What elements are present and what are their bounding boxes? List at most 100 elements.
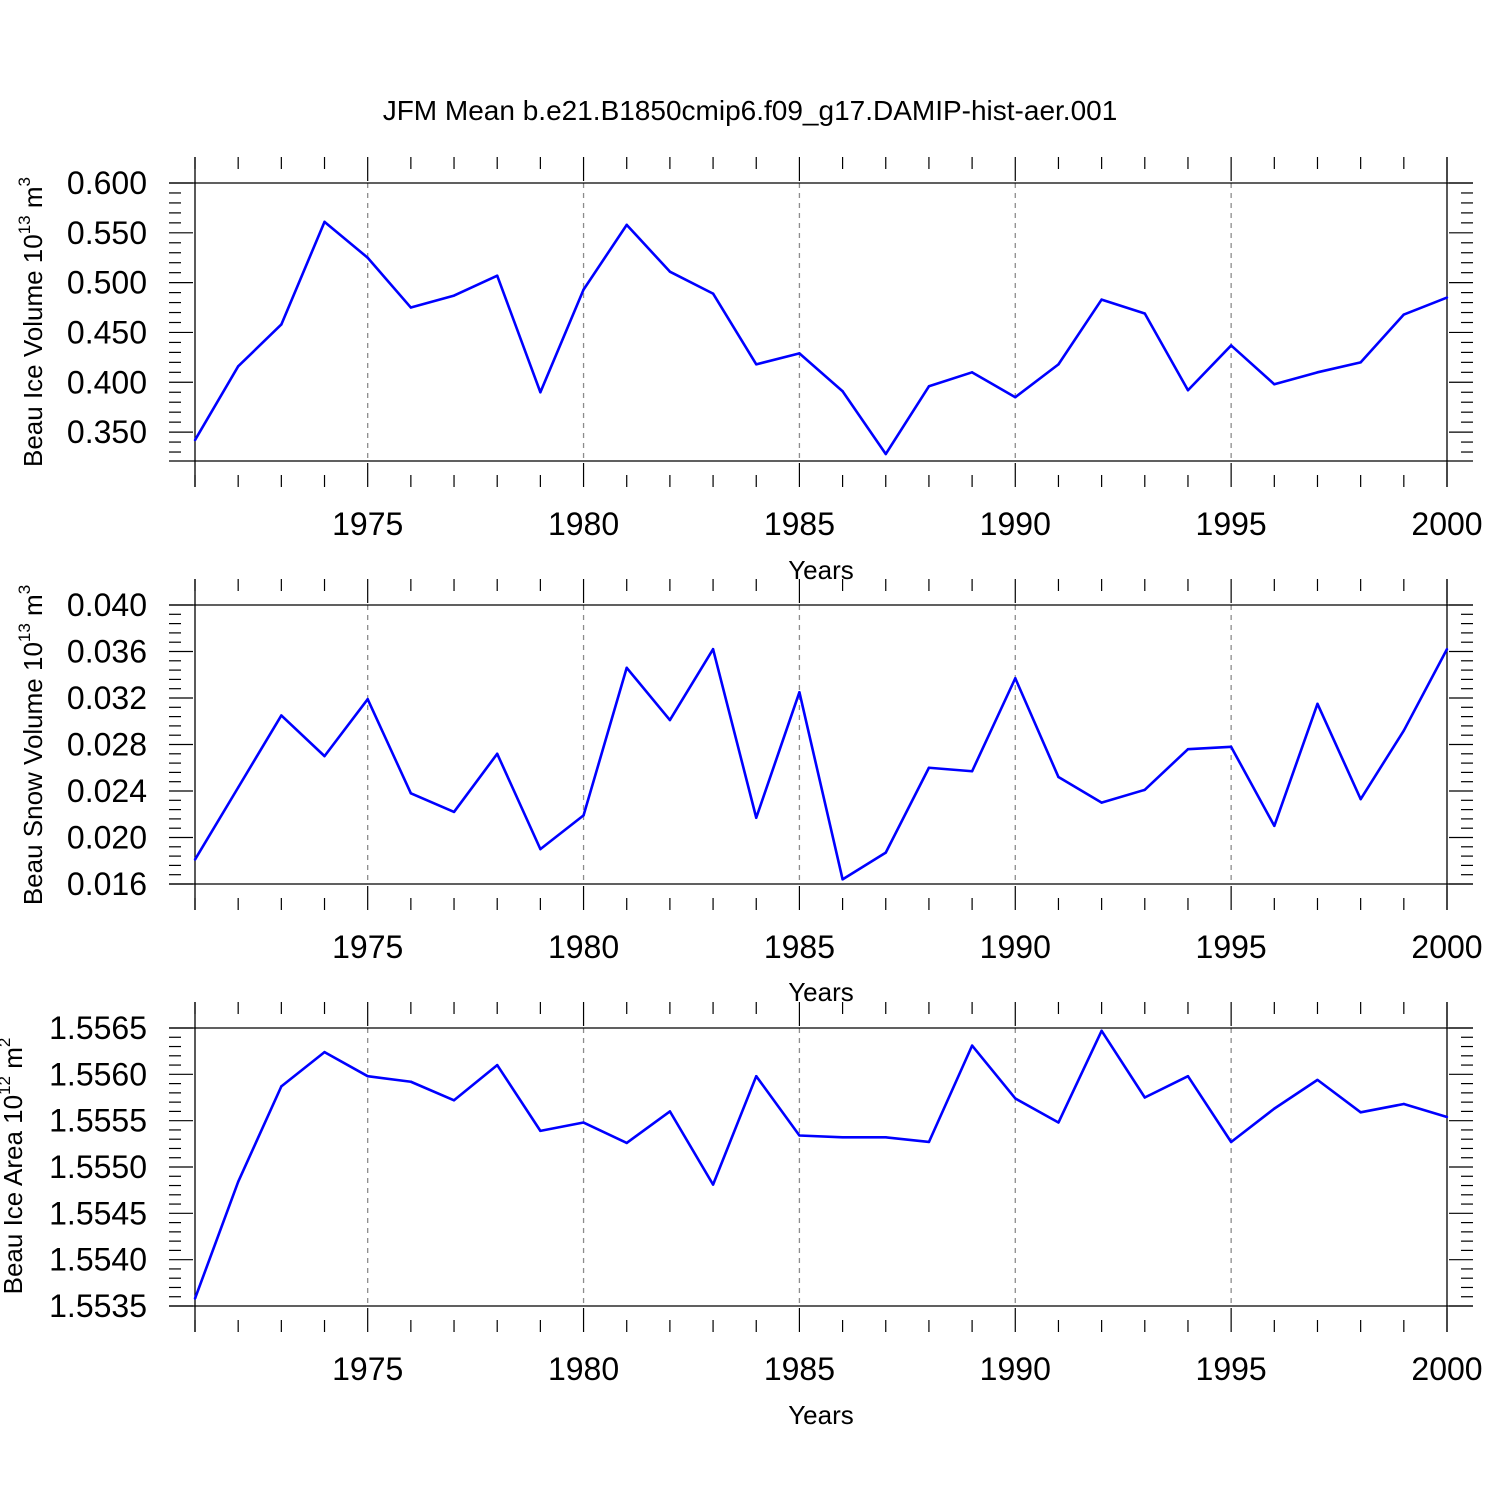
x-tick-label-1985: 1985 — [764, 506, 835, 542]
xlabel-snow-volume: Years — [788, 977, 854, 1007]
data-point-snow-volume-1982 — [668, 718, 672, 722]
data-point-ice-volume-1971 — [193, 438, 197, 442]
xlabel-ice-volume: Years — [788, 555, 854, 585]
data-point-ice-volume-1998 — [1359, 361, 1362, 364]
x-tick-label-1985: 1985 — [764, 929, 835, 965]
data-point-ice-volume-1994 — [1186, 389, 1190, 392]
data-point-ice-area-1994 — [1186, 1074, 1190, 1078]
data-point-ice-area-1987 — [884, 1136, 887, 1139]
data-point-snow-volume-1993 — [1143, 788, 1146, 792]
data-point-ice-volume-1982 — [668, 270, 672, 273]
x-tick-label-1975: 1975 — [332, 506, 403, 542]
data-point-ice-volume-1983 — [711, 292, 715, 295]
data-point-ice-volume-1981 — [625, 223, 628, 227]
y-tick-label-0.600: 0.600 — [67, 165, 147, 201]
data-point-ice-volume-1988 — [927, 385, 931, 388]
data-point-ice-volume-1990 — [1014, 396, 1017, 399]
data-point-ice-area-1981 — [625, 1141, 628, 1145]
data-point-ice-volume-1975 — [366, 256, 369, 259]
data-point-snow-volume-1977 — [452, 810, 456, 814]
data-point-ice-volume-1979 — [539, 391, 542, 394]
data-point-ice-area-1993 — [1143, 1096, 1146, 1099]
series-line-ice-volume — [193, 220, 1448, 456]
data-point-snow-volume-1971 — [193, 858, 197, 861]
y-tick-label-1.5555: 1.5555 — [49, 1103, 147, 1139]
y-tick-label-0.024: 0.024 — [67, 773, 147, 809]
data-point-ice-area-1995 — [1229, 1140, 1233, 1144]
x-tick-label-1985: 1985 — [764, 1351, 835, 1387]
data-point-snow-volume-1983 — [711, 647, 715, 651]
data-point-ice-area-1990 — [1014, 1097, 1017, 1100]
data-point-snow-volume-1989 — [970, 770, 974, 773]
data-point-snow-volume-1981 — [625, 666, 628, 669]
x-tick-label-2000: 2000 — [1411, 1351, 1482, 1387]
x-tick-label-1975: 1975 — [332, 929, 403, 965]
data-point-ice-area-1972 — [236, 1180, 240, 1184]
x-tick-label-1980: 1980 — [548, 1351, 619, 1387]
y-tick-label-0.040: 0.040 — [67, 587, 147, 623]
x-tick-label-1990: 1990 — [980, 506, 1051, 542]
data-point-ice-volume-1993 — [1143, 312, 1146, 315]
ylabel-snow-volume: Beau Snow Volume 1013 m3 — [15, 585, 48, 905]
data-point-ice-area-1974 — [323, 1050, 326, 1054]
data-point-snow-volume-1986 — [841, 878, 844, 881]
y-tick-label-0.500: 0.500 — [67, 265, 147, 301]
y-tick-label-1.5560: 1.5560 — [49, 1056, 147, 1092]
data-point-ice-area-1975 — [366, 1074, 369, 1078]
data-point-ice-area-1971 — [193, 1297, 197, 1300]
data-point-ice-area-1978 — [496, 1063, 499, 1067]
data-point-ice-area-1979 — [539, 1129, 542, 1133]
y-tick-label-0.400: 0.400 — [67, 364, 147, 400]
x-tick-label-1995: 1995 — [1196, 1351, 1267, 1387]
x-tick-label-1990: 1990 — [980, 929, 1051, 965]
data-point-snow-volume-1972 — [236, 786, 240, 789]
data-point-snow-volume-1987 — [884, 851, 887, 854]
data-point-ice-volume-1980 — [582, 288, 585, 291]
ylabel-ice-volume: Beau Ice Volume 1013 m3 — [15, 177, 48, 467]
data-point-ice-volume-1999 — [1402, 313, 1406, 316]
x-tick-label-1995: 1995 — [1196, 929, 1267, 965]
data-point-ice-volume-1978 — [496, 274, 499, 277]
data-point-snow-volume-1992 — [1100, 801, 1103, 804]
data-point-ice-area-1999 — [1402, 1102, 1406, 1106]
data-point-ice-area-1988 — [927, 1140, 931, 1144]
data-point-ice-area-1982 — [668, 1110, 672, 1113]
data-point-ice-volume-1985 — [798, 352, 801, 355]
data-point-ice-area-1998 — [1359, 1111, 1362, 1114]
data-point-ice-volume-1992 — [1100, 298, 1103, 301]
panel-ice-area: 1.5535 1.5540 1.5545 1.5550 1.5555 1.5560 1.55… — [49, 1002, 1483, 1387]
data-point-snow-volume-1998 — [1359, 797, 1362, 801]
data-point-ice-volume-1977 — [452, 294, 456, 297]
data-point-snow-volume-1990 — [1014, 677, 1017, 680]
data-point-snow-volume-1994 — [1186, 747, 1190, 751]
data-point-ice-volume-1989 — [970, 371, 974, 374]
data-point-snow-volume-1984 — [755, 816, 758, 819]
y-tick-label-0.020: 0.020 — [67, 820, 147, 856]
y-tick-label-1.5535: 1.5535 — [49, 1288, 147, 1324]
y-tick-label-0.032: 0.032 — [67, 680, 147, 716]
y-tick-label-0.550: 0.550 — [67, 215, 147, 251]
x-tick-label-1980: 1980 — [548, 506, 619, 542]
data-point-ice-volume-1976 — [409, 306, 413, 309]
data-point-ice-area-1991 — [1057, 1121, 1060, 1124]
data-point-ice-volume-1974 — [323, 220, 326, 224]
data-point-ice-volume-1986 — [841, 390, 844, 393]
xlabel-ice-area: Years — [788, 1400, 854, 1430]
data-point-snow-volume-1973 — [280, 714, 283, 717]
data-point-ice-volume-1991 — [1057, 363, 1060, 366]
data-point-ice-area-1984 — [755, 1074, 758, 1078]
data-point-ice-area-1986 — [841, 1136, 844, 1139]
y-tick-label-1.5540: 1.5540 — [49, 1242, 147, 1278]
x-tick-label-2000: 2000 — [1411, 506, 1482, 542]
data-point-ice-area-1976 — [409, 1080, 413, 1083]
data-point-ice-area-1983 — [711, 1183, 715, 1186]
data-point-ice-area-2000 — [1445, 1115, 1449, 1119]
panel-snow-volume: 0.016 0.020 0.024 0.028 0.032 0.036 0.040 1975 1… — [67, 579, 1483, 965]
y-tick-label-1.5545: 1.5545 — [49, 1195, 147, 1231]
data-point-ice-volume-2000 — [1445, 296, 1449, 299]
x-tick-label-1975: 1975 — [332, 1351, 403, 1387]
y-tick-label-1.5565: 1.5565 — [49, 1010, 147, 1046]
data-point-ice-volume-1996 — [1273, 383, 1276, 386]
data-point-ice-volume-1972 — [236, 365, 240, 368]
data-point-snow-volume-1978 — [496, 752, 499, 755]
